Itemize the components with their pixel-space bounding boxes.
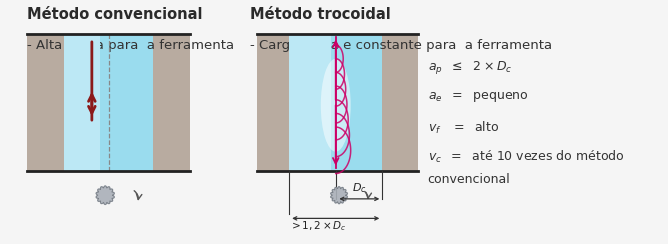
Bar xyxy=(153,34,190,171)
Text: convencional: convencional xyxy=(428,173,510,186)
Text: $a_e$  $=$  pequeno: $a_e$ $=$ pequeno xyxy=(428,90,528,104)
Bar xyxy=(289,34,331,171)
Text: $D_c$: $D_c$ xyxy=(351,181,366,195)
Text: $v_c$  $=$  até 10 vezes do método: $v_c$ $=$ até 10 vezes do método xyxy=(428,149,624,165)
Bar xyxy=(289,34,382,171)
Polygon shape xyxy=(331,187,347,204)
Text: - Alta carga para  a ferramenta: - Alta carga para a ferramenta xyxy=(27,39,234,52)
Text: $a_p$  $\leq$  $2\times D_c$: $a_p$ $\leq$ $2\times D_c$ xyxy=(428,59,512,76)
Ellipse shape xyxy=(321,59,351,152)
Bar xyxy=(27,34,64,171)
Bar xyxy=(64,34,100,171)
Text: Método trocoidal: Método trocoidal xyxy=(250,7,391,22)
Text: Método convencional: Método convencional xyxy=(27,7,202,22)
Bar xyxy=(257,34,289,171)
Polygon shape xyxy=(96,186,114,204)
Text: $v_f$   $=$  alto: $v_f$ $=$ alto xyxy=(428,120,498,136)
Bar xyxy=(382,34,418,171)
Text: $>1,2\times D_c$: $>1,2\times D_c$ xyxy=(289,220,347,234)
Bar xyxy=(64,34,153,171)
Text: - Carga baixa e constante para  a ferramenta: - Carga baixa e constante para a ferrame… xyxy=(250,39,552,52)
